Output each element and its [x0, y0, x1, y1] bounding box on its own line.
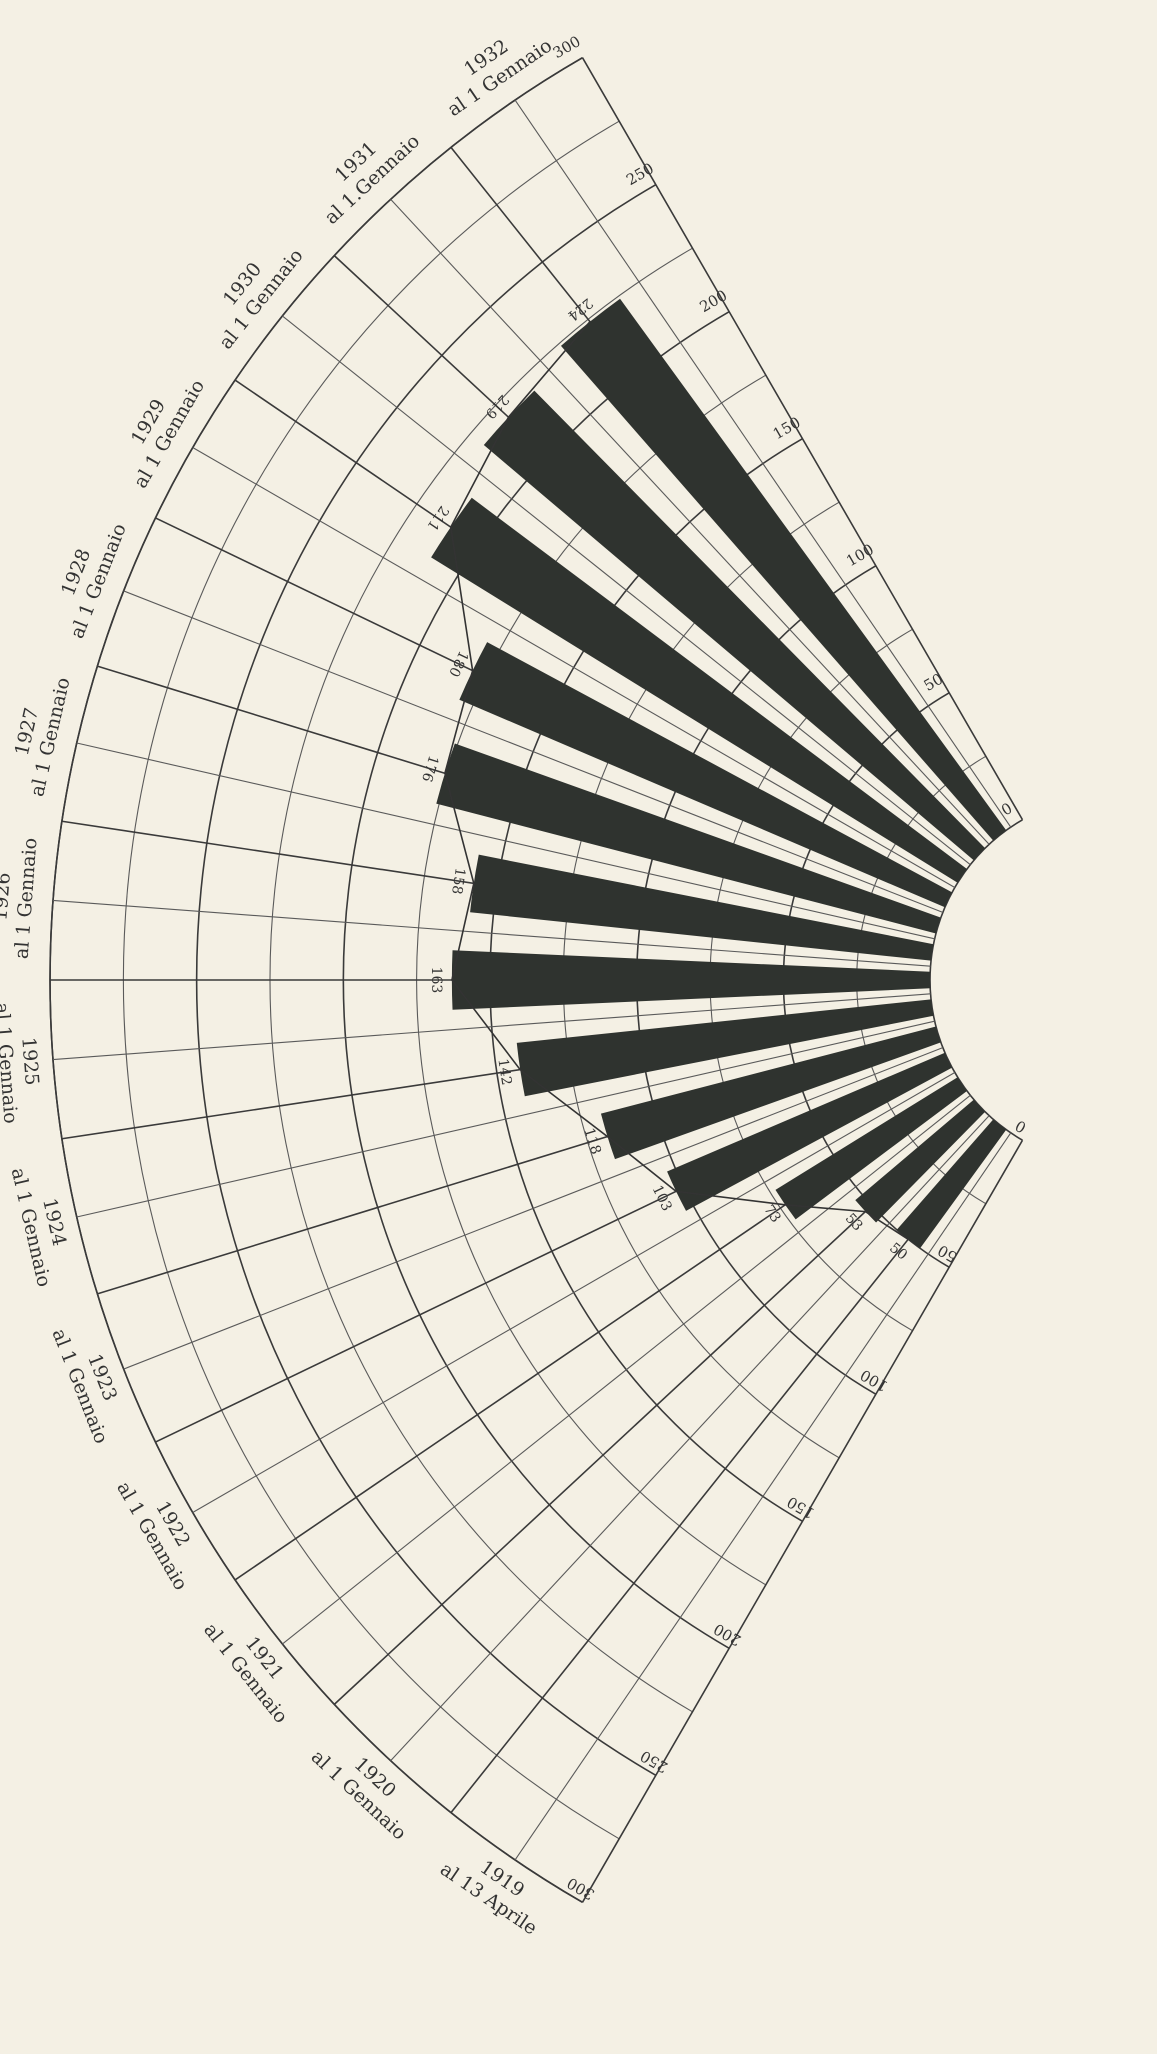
bar-158	[470, 854, 934, 961]
bar-50	[896, 1119, 1007, 1249]
bar-53	[855, 1099, 986, 1223]
value-label: 50	[886, 1240, 910, 1264]
grid-ray-fine	[514, 1132, 1012, 1861]
grid-ray-fine	[192, 1072, 956, 1513]
period-label-line1: al 1 Gennaio	[0, 1002, 22, 1125]
grid-ray-fine	[123, 590, 943, 913]
grid-ray-fine	[76, 1020, 935, 1218]
value-label: 180	[445, 648, 471, 679]
period-label-year: 1926	[0, 872, 15, 922]
grid-ray	[581, 1139, 1024, 1903]
scale-tick-label: 50	[921, 670, 947, 695]
bar-176	[436, 743, 941, 934]
scale-tick-label: 100	[857, 1366, 891, 1396]
grid-ray-fine	[514, 99, 1012, 828]
bar-103	[667, 1052, 953, 1211]
scale-tick-label: 250	[623, 159, 657, 189]
scale-tick-label: 50	[935, 1241, 961, 1266]
value-label: 142	[494, 1058, 514, 1087]
value-label: 224	[565, 295, 596, 324]
bar-73	[775, 1077, 967, 1220]
scale-tick-label: 100	[843, 540, 877, 570]
grid-ray-fine	[192, 447, 956, 888]
scale-tick-label: 150	[770, 413, 804, 443]
value-label: 211	[423, 503, 451, 534]
bar-211	[431, 497, 967, 883]
grid-ray-fine	[52, 899, 931, 967]
scale-tick-label: 0	[1012, 1116, 1029, 1136]
scale-tick-label: 200	[710, 1620, 744, 1650]
grid-ray-fine	[390, 198, 990, 845]
chart-grid	[49, 57, 1024, 1903]
scale-tick-label: 300	[564, 1874, 598, 1904]
value-label: 176	[418, 753, 441, 783]
period-label-line1: al 1 Gennaio	[11, 837, 42, 960]
scale-tick-label: 150	[784, 1493, 818, 1523]
scale-tick-label: 200	[696, 286, 730, 316]
grid-ray-fine	[123, 1047, 943, 1370]
bar-142	[516, 999, 934, 1097]
period-label-year: 1925	[17, 1036, 43, 1086]
scale-tick-label: 300	[550, 32, 584, 62]
bar-series	[431, 298, 1007, 1249]
bar-163	[451, 950, 931, 1010]
grid-ray	[581, 57, 1024, 821]
bar-224	[560, 298, 1007, 841]
bar-118	[600, 1026, 941, 1160]
envelope-line	[444, 321, 909, 1240]
grid-ray-fine	[282, 1094, 971, 1645]
grid-ring	[929, 819, 1023, 1141]
grid-ray-fine	[282, 315, 971, 866]
grid-ray-fine	[390, 1115, 990, 1762]
bar-219	[483, 390, 986, 861]
bar-180	[459, 642, 953, 908]
value-label: 158	[448, 867, 468, 896]
value-label: 163	[428, 967, 444, 994]
value-label: 118	[581, 1126, 604, 1156]
value-envelope	[444, 321, 909, 1240]
value-label: 73	[760, 1202, 783, 1226]
grid-ray-fine	[76, 742, 935, 940]
grid-ray-fine	[52, 993, 931, 1061]
scale-tick-label: 250	[637, 1747, 671, 1777]
